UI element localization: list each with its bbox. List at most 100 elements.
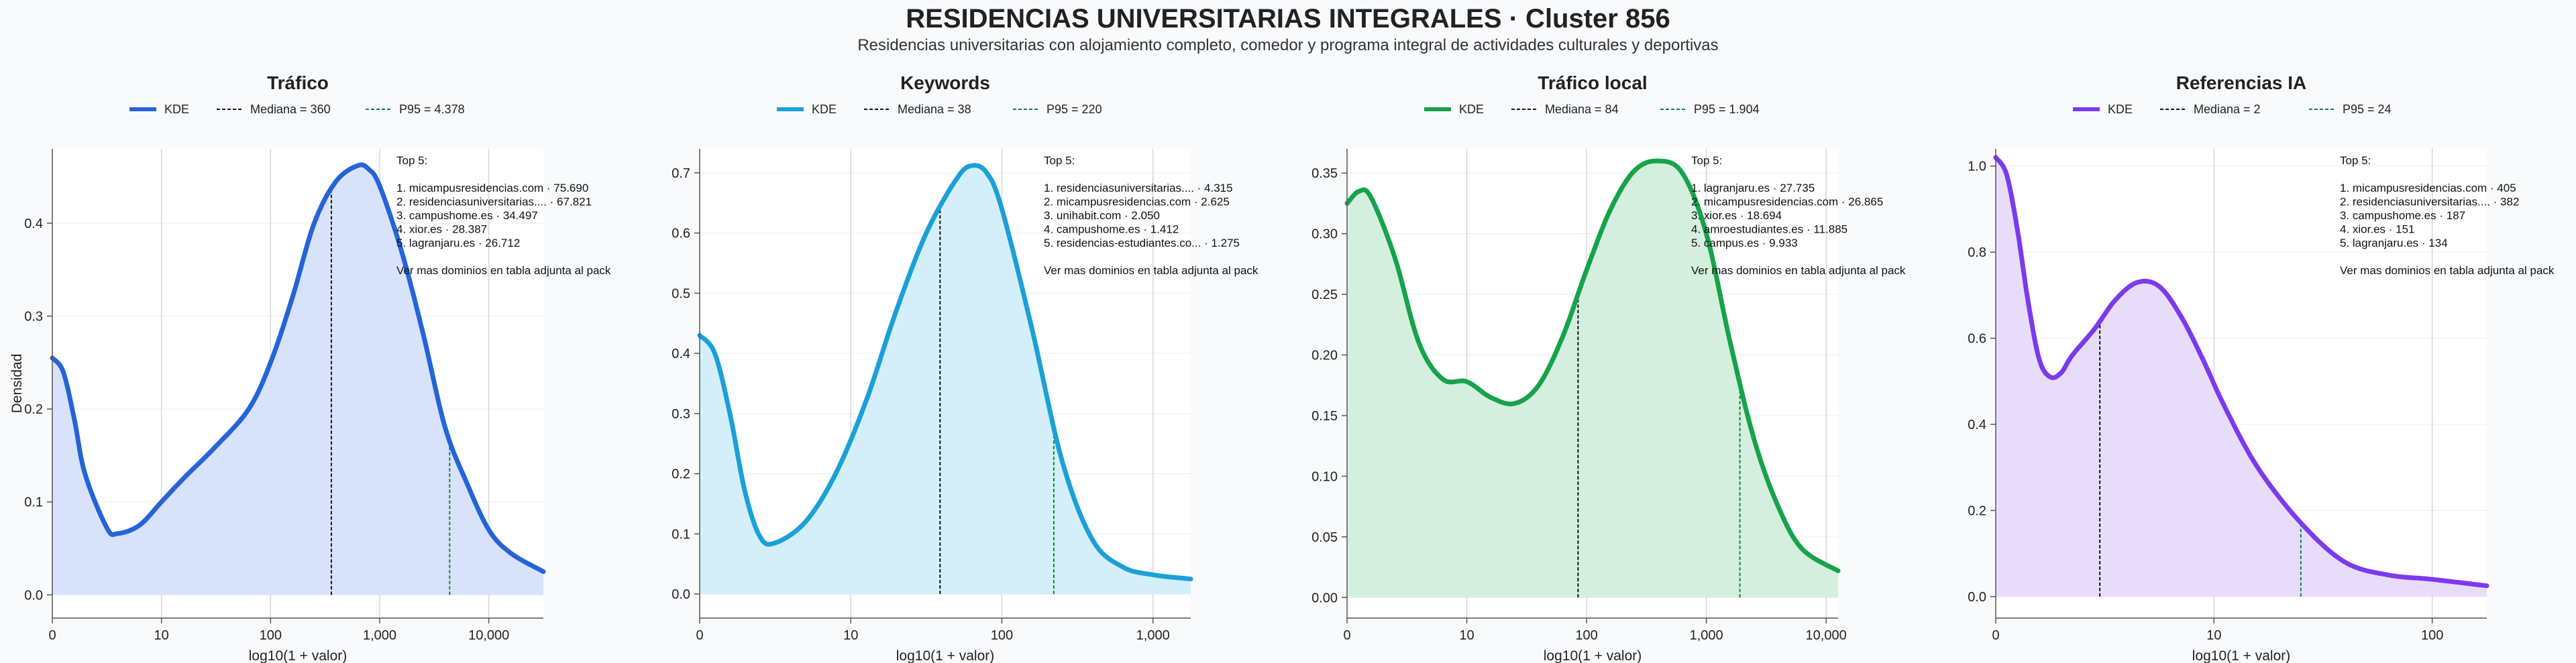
panel-trafico-xtick-label: 0 (48, 628, 56, 643)
panel-referencias-ia-kde-area (1996, 157, 2487, 597)
panel-trafico-local-top5-line: Top 5: (1691, 154, 1722, 167)
panel-keywords-title: Keywords (900, 72, 990, 93)
panel-keywords-legend-kde-label: KDE (812, 103, 837, 116)
figure-title: RESIDENCIAS UNIVERSITARIAS INTEGRALES · … (906, 4, 1670, 34)
panel-trafico-ytick-label: 0.0 (24, 588, 43, 603)
panel-trafico-top5-line: 4. xior.es · 28.387 (396, 223, 487, 236)
panel-trafico-local-kde-area (1347, 161, 1838, 598)
panel-trafico-local-top5-line: 4. amroestudiantes.es · 11.885 (1691, 223, 1847, 236)
panel-keywords-top5-line: 1. residenciasuniversitarias.... · 4.315 (1044, 182, 1233, 194)
panel-trafico-ytick-label: 0.4 (24, 217, 43, 231)
panel-referencias-ia-top5-line: 2. residenciasuniversitarias.... · 382 (2340, 196, 2519, 208)
panel-keywords-ytick-label: 0.4 (672, 347, 690, 361)
panel-referencias-ia-legend-p95-label: P95 = 24 (2343, 103, 2392, 116)
panel-trafico-ytick-label: 0.2 (24, 402, 43, 417)
panel-trafico-kde-line (50, 162, 546, 575)
panel-referencias-ia-ytick-label: 0.4 (1968, 418, 1986, 432)
panel-referencias-ia-ytick-label: 0.0 (1968, 590, 1986, 605)
panel-keywords-ytick-label: 0.1 (672, 527, 690, 542)
panel-trafico-xtick-label: 10 (154, 628, 169, 643)
panel-keywords-ytick-label: 0.0 (672, 587, 690, 602)
panel-trafico-local-ytick-label: 0.15 (1311, 409, 1338, 424)
panel-keywords-top5-line: 4. campushome.es · 1.412 (1044, 223, 1179, 236)
panel-trafico-local-legend-p95-label: P95 = 1.904 (1694, 103, 1760, 116)
panel-trafico-local-ytick-label: 0.10 (1311, 469, 1338, 484)
panel-trafico-local-kde-line (1344, 158, 1841, 573)
panel-trafico-local-top5-line: 5. campus.es · 9.933 (1691, 237, 1798, 249)
panel-trafico-xtick-label: 100 (260, 628, 282, 643)
panel-trafico-local-ytick-label: 0.30 (1311, 227, 1338, 242)
panel-trafico-local-legend-kde-label: KDE (1459, 103, 1484, 116)
panel-trafico-legend-p95-label: P95 = 4.378 (399, 103, 465, 116)
panel-trafico-local-top5-line: Ver mas dominios en tabla adjunta al pac… (1691, 264, 1906, 277)
panel-trafico-local-ytick-label: 0.05 (1311, 530, 1338, 545)
panel-trafico-title: Tráfico (267, 72, 329, 93)
panel-keywords-kde-line (697, 163, 1193, 582)
y-axis-label: Densidad (9, 354, 25, 414)
panel-trafico-local-ytick-label: 0.00 (1311, 591, 1338, 605)
panel-trafico-local-top5-line: 2. micampusresidencias.com · 26.865 (1691, 196, 1883, 208)
panel-keywords-xtick-label: 10 (843, 628, 858, 643)
panel-referencias-ia-xtick-label: 0 (1992, 628, 1999, 643)
panel-trafico-x-axis-label: log10(1 + valor) (249, 648, 347, 663)
panel-trafico-top5-line: 1. micampusresidencias.com · 75.690 (396, 182, 588, 194)
panel-trafico-xtick-label: 1,000 (363, 628, 396, 643)
panel-trafico-top5-line: 2. residenciasuniversitarias.... · 67.82… (396, 196, 592, 208)
figure-subtitle: Residencias universitarias con alojamien… (857, 36, 1719, 54)
panel-trafico-local-ytick-label: 0.25 (1311, 288, 1338, 302)
panel-referencias-ia-top5-line: Top 5: (2340, 154, 2371, 167)
panel-trafico-top5-line: 5. lagranjaru.es · 26.712 (396, 237, 520, 249)
panel-trafico-local-title: Tráfico local (1538, 72, 1647, 93)
panel-referencias-ia-xtick-label: 10 (2206, 628, 2221, 643)
panel-referencias-ia-top5-line: 1. micampusresidencias.com · 405 (2340, 182, 2516, 194)
panel-trafico-ytick-label: 0.1 (24, 495, 43, 510)
panel-keywords-x-axis-label: log10(1 + valor) (896, 648, 995, 663)
panel-keywords-top5-line: 3. unihabit.com · 2.050 (1044, 209, 1160, 222)
panel-referencias-ia-legend-kde-label: KDE (2108, 103, 2133, 116)
panel-referencias-ia-kde-line (1993, 155, 2489, 589)
panel-trafico-local-ytick-label: 0.20 (1311, 348, 1338, 363)
panel-referencias-ia-x-axis-label: log10(1 + valor) (2192, 648, 2291, 663)
panel-trafico-local-xtick-label: 10 (1459, 628, 1474, 643)
panel-trafico-local-xtick-label: 0 (1343, 628, 1350, 643)
panel-referencias-ia-ytick-label: 0.2 (1968, 503, 1986, 518)
panel-trafico-local-top5-line: 1. lagranjaru.es · 27.735 (1691, 182, 1815, 194)
panel-keywords-ytick-label: 0.7 (672, 166, 690, 181)
panel-referencias-ia-ytick-label: 0.6 (1968, 332, 1986, 347)
panel-trafico-legend-median-label: Mediana = 360 (250, 103, 331, 116)
panel-trafico-top5-line: Top 5: (396, 154, 427, 167)
panel-trafico-legend-kde-label: KDE (164, 103, 189, 116)
panel-keywords-top5-line: Top 5: (1044, 154, 1075, 167)
panel-keywords-top5-line: Ver mas dominios en tabla adjunta al pac… (1044, 264, 1258, 277)
panel-trafico-top5-line: Ver mas dominios en tabla adjunta al pac… (396, 264, 611, 277)
panel-referencias-ia-xtick-label: 100 (2421, 628, 2443, 643)
panel-keywords-ytick-label: 0.6 (672, 227, 690, 241)
panel-keywords-ytick-label: 0.2 (672, 467, 690, 482)
panel-referencias-ia-ytick-label: 0.8 (1968, 245, 1986, 260)
panel-keywords-legend-median-label: Mediana = 38 (898, 103, 971, 116)
panel-keywords-xtick-label: 100 (991, 628, 1013, 643)
panel-referencias-ia-top5-line: 4. xior.es · 151 (2340, 223, 2415, 236)
panel-referencias-ia-top5-line: 3. campushome.es · 187 (2340, 209, 2465, 222)
panel-referencias-ia-legend-median-label: Mediana = 2 (2194, 103, 2261, 116)
panel-keywords-xtick-label: 0 (696, 628, 703, 643)
panel-keywords-top5-line: 2. micampusresidencias.com · 2.625 (1044, 196, 1230, 208)
panel-referencias-ia-title: Referencias IA (2176, 72, 2307, 93)
panel-keywords-top5-line: 5. residencias-estudiantes.co... · 1.275 (1044, 237, 1240, 249)
panel-trafico-local-xtick-label: 1,000 (1690, 628, 1723, 643)
panel-trafico-xtick-label: 10,000 (468, 628, 509, 643)
panel-trafico-ytick-label: 0.3 (24, 310, 43, 324)
panel-referencias-ia-ytick-label: 1.0 (1968, 160, 1986, 174)
panel-keywords-xtick-label: 1,000 (1136, 628, 1170, 643)
panel-trafico-local-ytick-label: 0.35 (1311, 166, 1338, 181)
panel-referencias-ia-top5-line: Ver mas dominios en tabla adjunta al pac… (2340, 264, 2555, 277)
panel-keywords-ytick-label: 0.5 (672, 286, 690, 301)
panel-trafico-local-x-axis-label: log10(1 + valor) (1544, 648, 1642, 663)
panel-keywords-legend-p95-label: P95 = 220 (1046, 103, 1102, 116)
panel-referencias-ia-top5-line: 5. lagranjaru.es · 134 (2340, 237, 2448, 249)
panel-trafico-local-top5-line: 3. xior.es · 18.694 (1691, 209, 1782, 222)
panel-trafico-top5-line: 3. campushome.es · 34.497 (396, 209, 538, 222)
panel-trafico-local-xtick-label: 100 (1575, 628, 1597, 643)
